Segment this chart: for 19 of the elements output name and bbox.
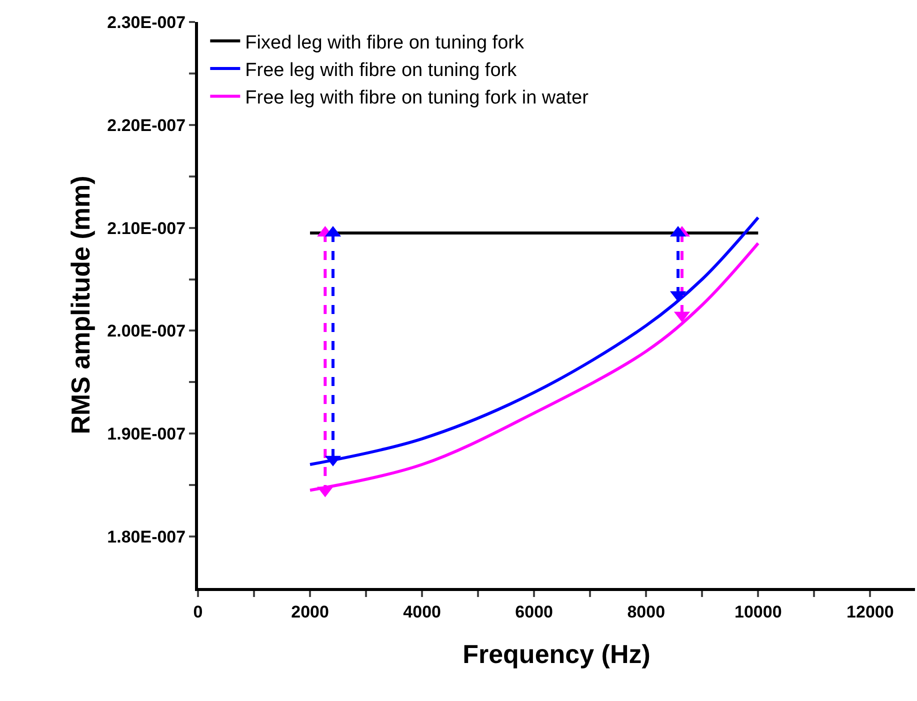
x-tick-label: 8000 — [627, 602, 666, 622]
x-tick-label: 0 — [193, 602, 203, 622]
y-tick-label: 1.90E-007 — [107, 424, 186, 444]
y-axis-title: RMS amplitude (mm) — [66, 176, 96, 434]
x-axis-title: Frequency (Hz) — [462, 639, 650, 670]
y-tick-label: 1.80E-007 — [107, 528, 186, 546]
x-tick-label: 12000 — [846, 602, 894, 622]
x-tick-label: 10000 — [734, 602, 782, 622]
x-tick-label: 6000 — [515, 602, 554, 622]
legend-label: Fixed leg with fibre on tuning fork — [245, 32, 524, 54]
x-tick-label: 2000 — [291, 602, 329, 622]
y-tick-label: 2.30E-007 — [107, 12, 186, 32]
y-tick-label: 2.10E-007 — [107, 218, 186, 238]
y-tick-label: 2.00E-007 — [107, 322, 186, 341]
legend-label: Free leg with fibre on tuning fork in water — [245, 88, 590, 109]
x-tick-label: 4000 — [403, 602, 441, 622]
line-series — [308, 216, 760, 466]
y-tick-label: 2.20E-007 — [107, 116, 186, 135]
legend-label: Free leg with fibre on tuning fork — [245, 60, 518, 81]
